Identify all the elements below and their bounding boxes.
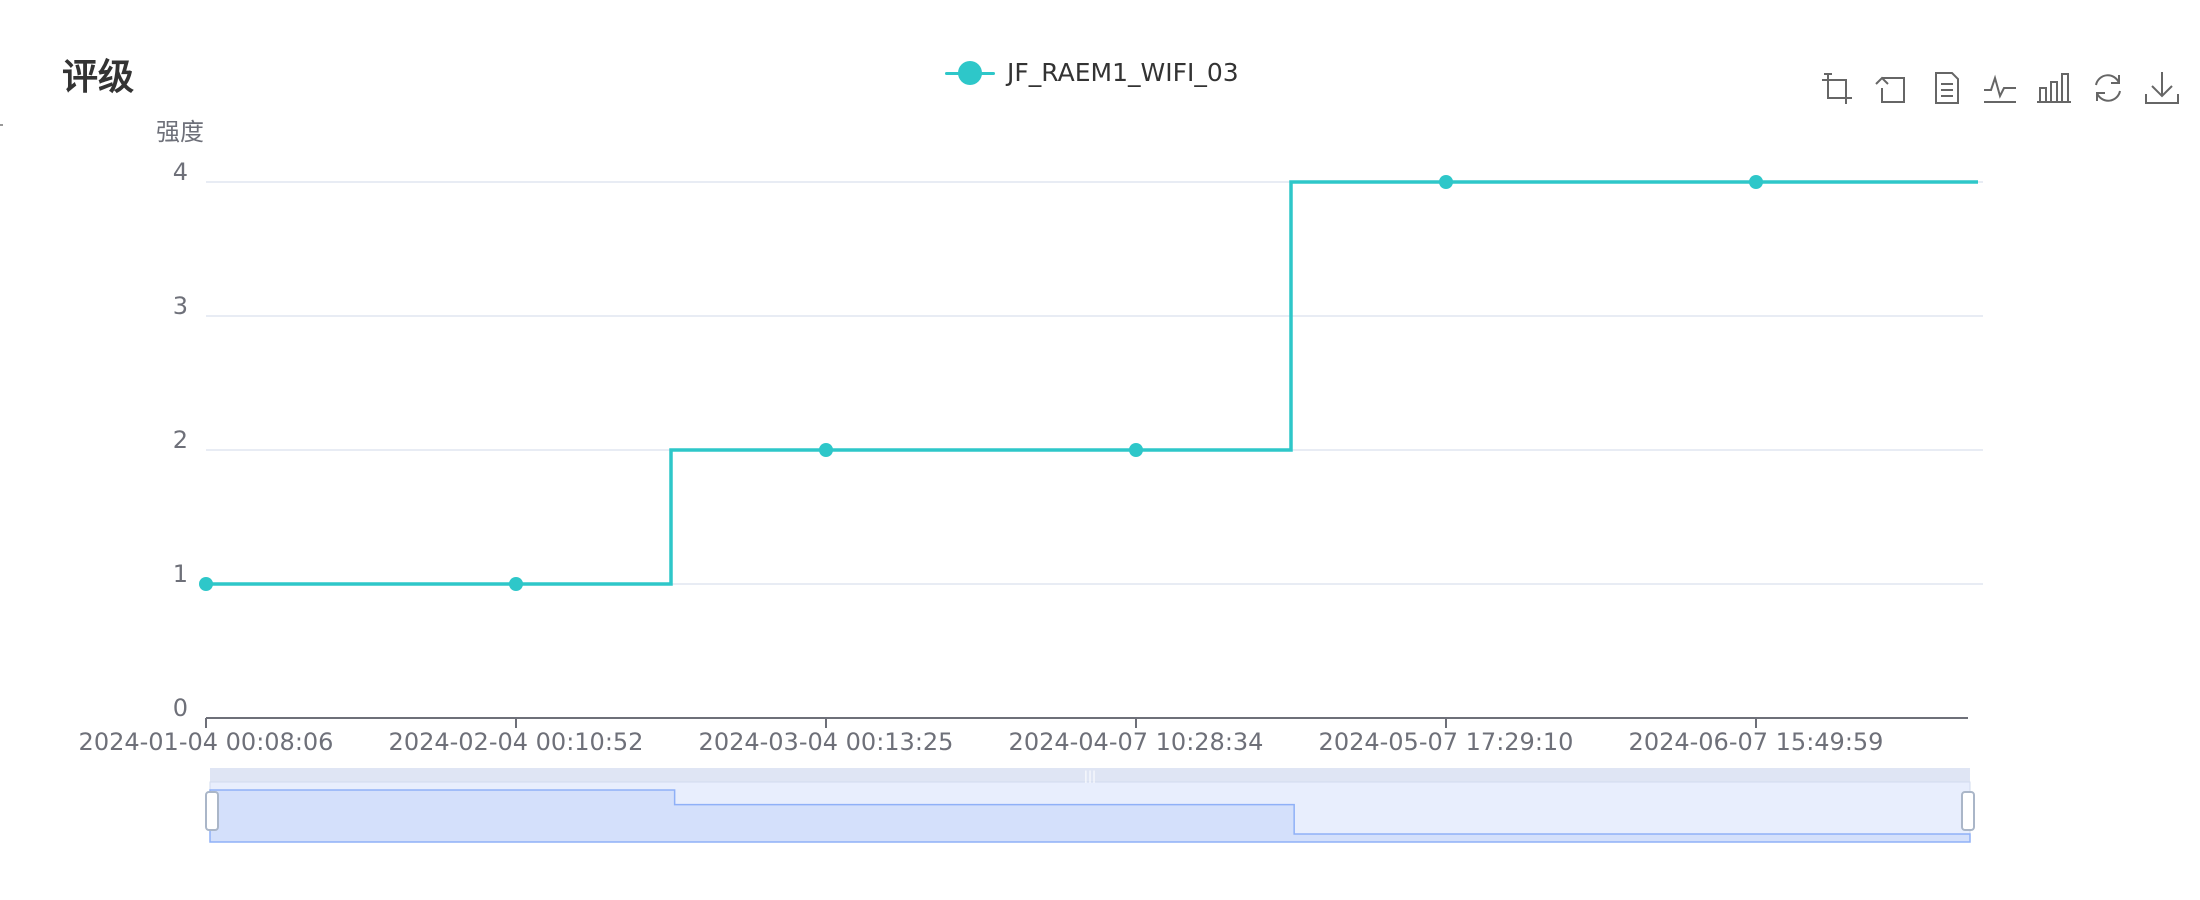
zoom-handle-left[interactable]	[205, 791, 219, 831]
legend-swatch-icon	[945, 60, 995, 85]
data-view-icon[interactable]	[1926, 68, 1966, 108]
toolbox	[1818, 68, 2182, 108]
x-tick-label: 2024-03-04 00:13:25	[699, 728, 954, 756]
zoom-grip-icon: |||	[1084, 769, 1096, 783]
x-tick-label: 2024-06-07 15:49:59	[1629, 728, 1884, 756]
y-tick-label: 1	[173, 560, 188, 588]
zoom-reset-icon[interactable]	[1872, 68, 1912, 108]
y-tick-label: 3	[173, 292, 188, 320]
data-point	[1129, 443, 1143, 457]
y-tick-label: 2	[173, 426, 188, 454]
zoom-icon[interactable]	[1818, 68, 1858, 108]
zoom-handle-right[interactable]	[1961, 791, 1975, 831]
zoom-preview	[209, 789, 1971, 843]
legend-label: JF_RAEM1_WIFI_03	[1007, 58, 1239, 87]
y-axis-label: 强度	[156, 118, 204, 146]
zoom-top-bar	[210, 768, 1970, 782]
edge-mark	[0, 124, 3, 126]
x-tick-label: 2024-02-04 00:10:52	[389, 728, 644, 756]
x-tick-label: 2024-01-04 00:08:06	[79, 728, 334, 756]
legend-item[interactable]: JF_RAEM1_WIFI_03	[945, 58, 1239, 87]
x-tick-label: 2024-05-07 17:29:10	[1319, 728, 1574, 756]
download-icon[interactable]	[2142, 68, 2182, 108]
data-point	[199, 577, 213, 591]
data-point	[1439, 175, 1453, 189]
line-chart-icon[interactable]	[1980, 68, 2020, 108]
data-point	[509, 577, 523, 591]
data-point	[819, 443, 833, 457]
x-tick-label: 2024-04-07 10:28:34	[1009, 728, 1264, 756]
page-title: 评级	[62, 57, 135, 98]
bar-chart-icon[interactable]	[2034, 68, 2074, 108]
series-line	[206, 180, 1978, 586]
data-point	[1749, 175, 1763, 189]
y-tick-label: 0	[173, 694, 188, 722]
y-tick-label: 4	[173, 158, 188, 186]
restore-icon[interactable]	[2088, 68, 2128, 108]
